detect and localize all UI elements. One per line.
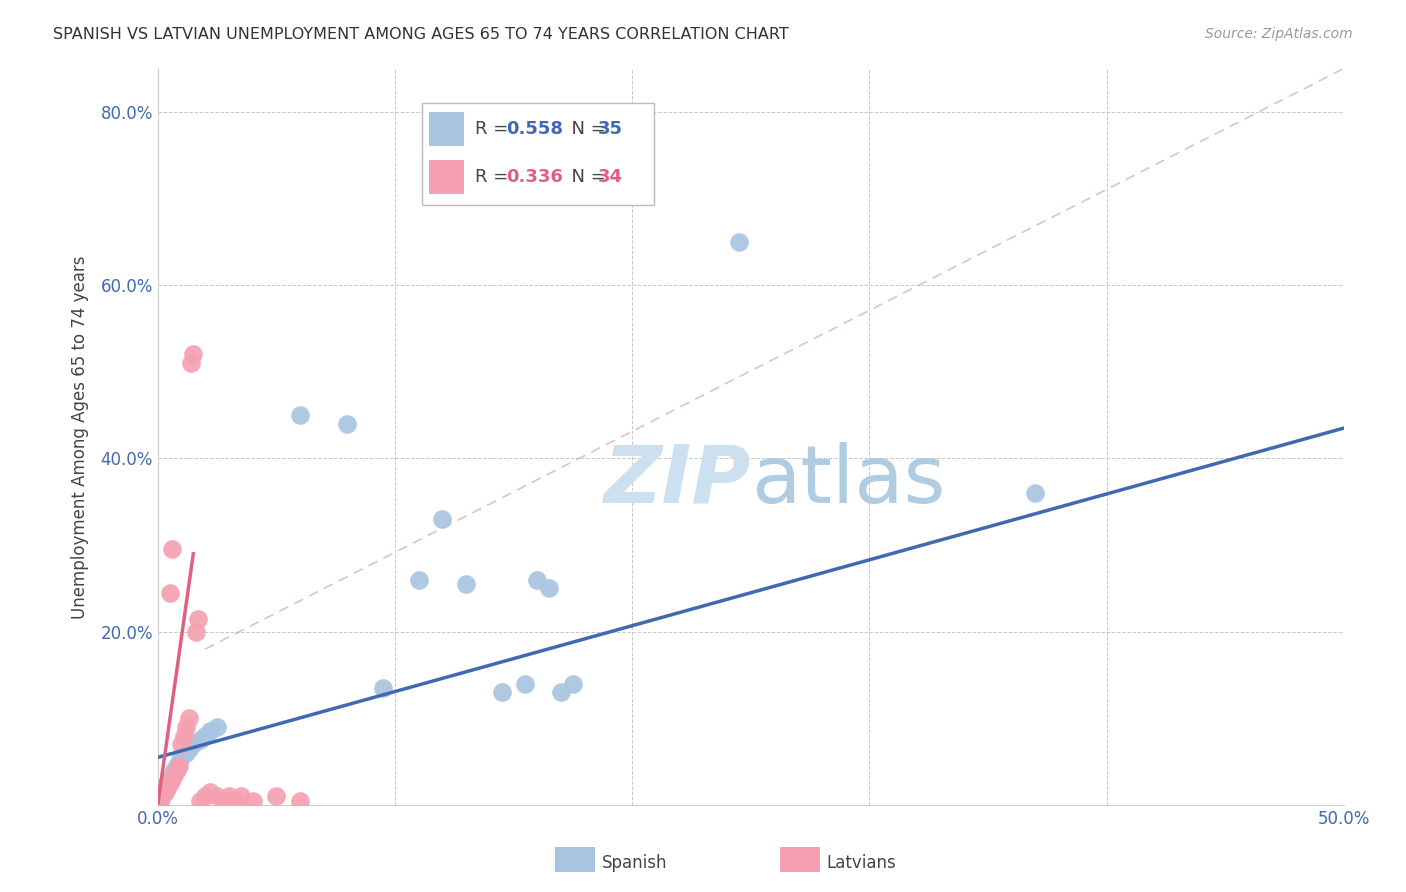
Point [167,755,190,769]
Text: N =: N = [560,120,612,138]
Point [561,677,583,691]
Point [167,759,190,773]
Text: Source: ZipAtlas.com: Source: ZipAtlas.com [1205,27,1353,41]
Point [152,789,174,804]
Text: 34: 34 [598,168,623,186]
Point [728,235,751,249]
Point [180,356,202,370]
Point [153,780,176,795]
Point [153,780,176,795]
Text: R =: R = [475,168,515,186]
Point [1024,486,1046,500]
Point [149,789,172,804]
Point [173,729,195,743]
Point [163,768,186,782]
Text: R =: R = [475,120,515,138]
Point [166,759,188,773]
Point [166,764,188,778]
Point [550,685,572,699]
Point [174,720,197,734]
Point [159,586,181,600]
Point [152,789,174,804]
Point [288,794,311,808]
Point [170,738,193,752]
Text: Spanish: Spanish [602,854,668,871]
Point [222,794,245,808]
Point [242,794,264,808]
Point [163,764,186,778]
Point [160,542,183,557]
Point [491,685,513,699]
Point [160,768,183,782]
Point [159,772,181,786]
Point [190,794,212,808]
Text: 0.558: 0.558 [506,120,564,138]
Point [198,724,221,739]
Point [212,794,235,808]
Text: Latvians: Latvians [827,854,897,871]
Point [170,750,193,764]
Point [218,789,240,804]
Point [156,776,179,790]
Text: 35: 35 [598,120,623,138]
Point [229,789,252,804]
Text: atlas: atlas [751,442,945,520]
Point [156,780,179,795]
Point [336,417,359,431]
Point [177,711,200,725]
Point [194,729,217,743]
Point [156,776,179,790]
Text: SPANISH VS LATVIAN UNEMPLOYMENT AMONG AGES 65 TO 74 YEARS CORRELATION CHART: SPANISH VS LATVIAN UNEMPLOYMENT AMONG AG… [53,27,789,42]
Point [198,785,221,799]
Point [288,408,311,422]
Point [153,785,176,799]
Point [160,772,183,786]
Point [432,512,454,526]
Point [181,347,204,361]
Point [538,582,561,596]
Text: N =: N = [560,168,612,186]
Point [205,720,228,734]
Point [266,789,288,804]
Point [149,794,172,808]
Point [515,677,537,691]
Point [152,785,174,799]
Point [159,776,181,790]
Point [205,789,228,804]
Text: ZIP: ZIP [603,442,751,520]
Point [174,746,197,760]
Point [181,738,204,752]
Point [153,785,176,799]
Point [371,681,394,695]
Point [408,573,430,587]
Point [156,780,179,795]
Y-axis label: Unemployment Among Ages 65 to 74 years: Unemployment Among Ages 65 to 74 years [72,255,89,618]
Point [149,794,172,808]
Point [152,785,174,799]
Point [149,789,172,804]
Point [184,624,207,639]
Point [454,577,477,591]
Point [526,573,548,587]
Point [177,741,200,756]
Point [194,789,217,804]
Text: 0.336: 0.336 [506,168,562,186]
Point [190,733,212,747]
Point [187,612,209,626]
